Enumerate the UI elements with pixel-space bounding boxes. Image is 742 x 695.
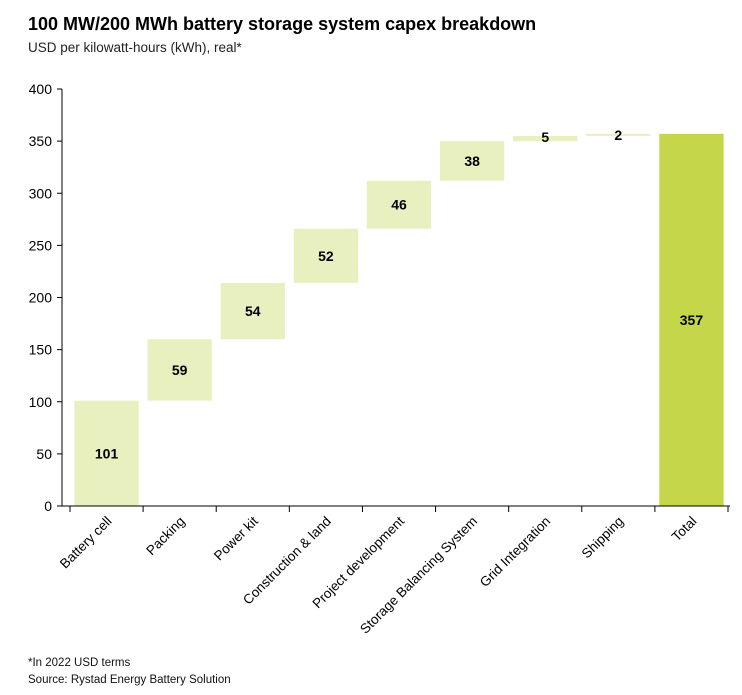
y-tick-label: 250 (29, 237, 53, 253)
bar-8 (586, 133, 651, 136)
x-tick-label: Power kit (211, 513, 261, 563)
y-tick-label: 100 (29, 394, 53, 410)
y-tick-label: 150 (29, 342, 53, 358)
x-tick-label: Packing (143, 514, 188, 559)
bar-3 (220, 282, 285, 340)
data-label: 38 (464, 153, 480, 169)
chart-subtitle: USD per kilowatt-hours (kWh), real* (28, 40, 242, 55)
x-tick-label: Storage Balancing System (357, 514, 480, 637)
bar-9 (659, 133, 724, 506)
y-tick-label: 350 (29, 133, 53, 149)
footnote-currency: *In 2022 USD terms (28, 657, 131, 669)
data-label: 46 (391, 197, 407, 213)
data-label: 52 (318, 248, 334, 264)
data-label: 54 (245, 303, 261, 319)
data-label: 59 (172, 362, 188, 378)
footnote-source: Source: Rystad Energy Battery Solution (28, 674, 231, 686)
bar-4 (293, 228, 359, 283)
y-tick-label: 400 (29, 81, 53, 97)
chart-title: 100 MW/200 MWh battery storage system ca… (28, 14, 537, 34)
data-label: 357 (680, 312, 704, 328)
y-tick-label: 0 (44, 498, 52, 514)
data-label: 101 (95, 445, 119, 461)
y-tick-label: 200 (29, 290, 53, 306)
y-tick-label: 50 (36, 446, 52, 462)
x-tick-label: Battery cell (57, 514, 115, 572)
data-label: 5 (541, 129, 549, 145)
bar-2 (147, 339, 212, 401)
x-tick-label: Total (669, 514, 700, 545)
data-label: 2 (614, 127, 622, 143)
bar-1 (74, 400, 139, 506)
bar-7 (513, 135, 578, 142)
x-tick-label: Shipping (579, 514, 627, 562)
bar-5 (366, 180, 432, 229)
y-tick-label: 300 (29, 185, 53, 201)
x-tick-label: Grid Integration (477, 514, 553, 590)
bar-6 (439, 141, 505, 181)
